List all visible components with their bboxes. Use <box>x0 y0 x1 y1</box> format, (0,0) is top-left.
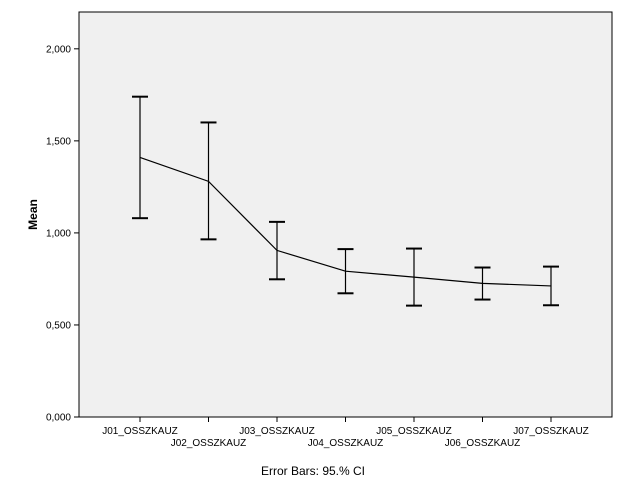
y-tick-label: 0,500 <box>46 320 71 331</box>
x-tick-label: J01_OSSZKAUZ <box>102 426 178 437</box>
x-tick-label: J05_OSSZKAUZ <box>376 426 452 437</box>
x-axis-ticks: J01_OSSZKAUZJ02_OSSZKAUZJ03_OSSZKAUZJ04_… <box>102 417 589 449</box>
error-bars-footnote: Error Bars: 95.% CI <box>261 464 365 478</box>
error-bar <box>337 248 354 295</box>
y-tick-label: 1,000 <box>46 228 71 239</box>
plot-area <box>78 11 613 418</box>
y-axis-ticks: 0,000 0,500 1,000 1,500 2,000 <box>46 44 79 424</box>
error-bar <box>543 265 559 307</box>
y-tick-label: 0,000 <box>46 413 71 424</box>
error-bar <box>269 220 285 281</box>
y-tick-label: 2,000 <box>46 44 71 55</box>
y-axis-title: Mean <box>26 199 40 230</box>
x-tick-label: J04_OSSZKAUZ <box>308 438 384 449</box>
x-tick-label: J07_OSSZKAUZ <box>513 426 589 437</box>
error-bar <box>200 121 217 241</box>
x-tick-label: J02_OSSZKAUZ <box>171 438 247 449</box>
error-bar <box>474 266 491 301</box>
x-tick-label: J03_OSSZKAUZ <box>239 426 315 437</box>
x-tick-label: J06_OSSZKAUZ <box>445 438 521 449</box>
error-bar <box>406 247 422 307</box>
series-group <box>132 95 559 307</box>
y-tick-label: 1,500 <box>46 136 71 147</box>
error-bar <box>132 95 148 220</box>
